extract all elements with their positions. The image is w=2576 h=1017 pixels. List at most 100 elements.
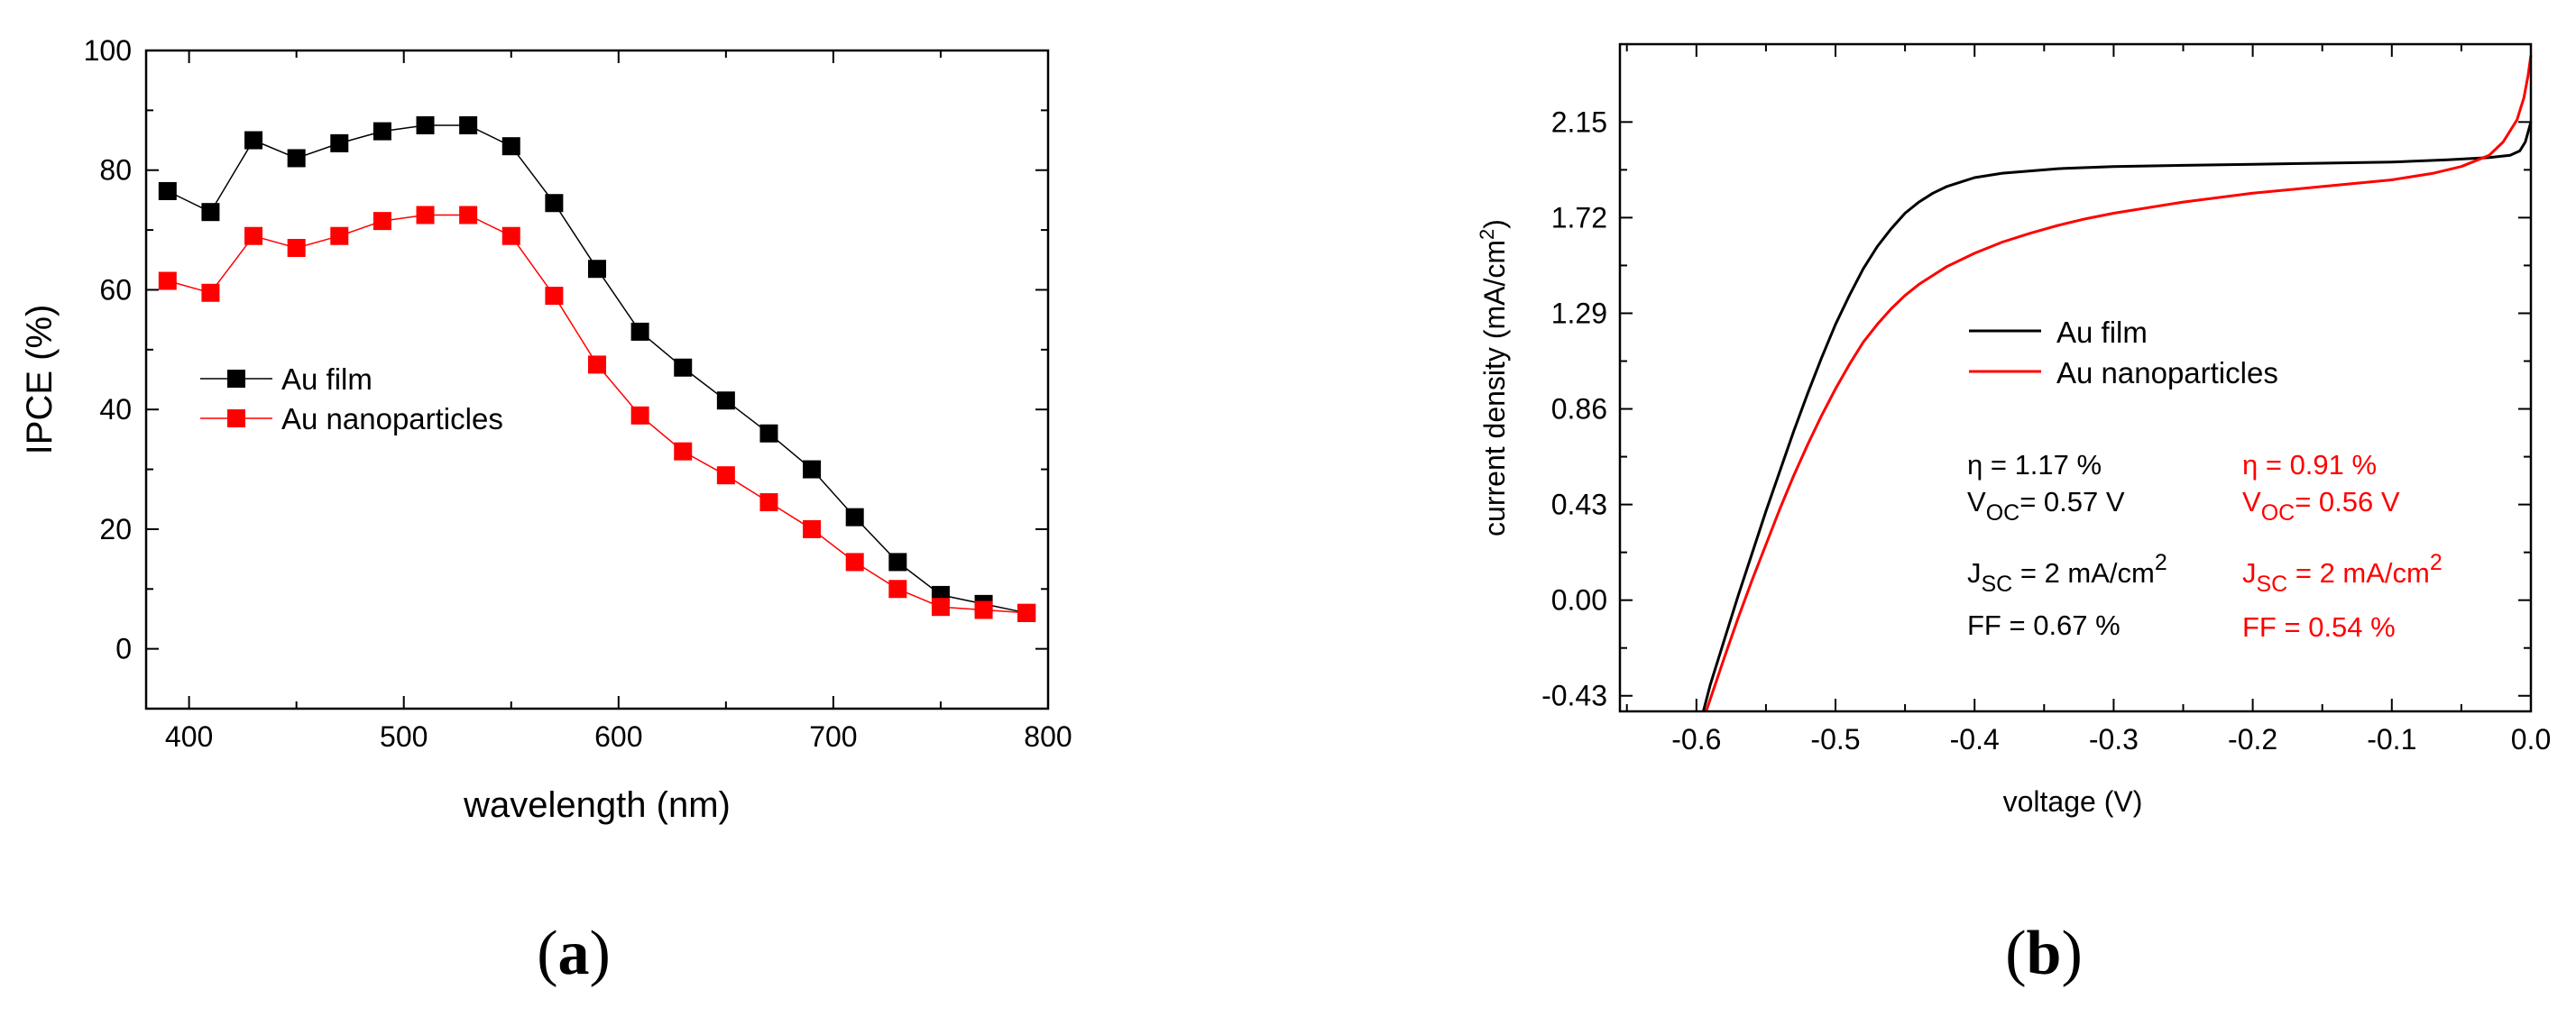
a-data-point-1	[373, 212, 391, 231]
panel-a: 400 500 600 700 800 0 20 40 60 80 100 wavelength (…	[20, 34, 1072, 988]
b-y-tick-label: 0.86	[1551, 393, 1607, 426]
b-y-tick-label: 1.72	[1551, 201, 1607, 234]
a-y-tick-label: 40	[99, 393, 132, 426]
a-data-point-0	[588, 260, 606, 279]
a-legend-marker-film	[227, 370, 245, 388]
a-data-point-0	[501, 137, 520, 156]
a-x-tick-label: 400	[165, 720, 213, 753]
b-panel-label-open: (	[2005, 919, 2026, 988]
a-data-point-1	[459, 206, 478, 224]
a-data-point-1	[931, 598, 950, 617]
a-legend-label-nano: Au nanoparticles	[281, 402, 503, 435]
panel-b: -0.6 -0.5 -0.4 -0.3 -0.2 -0.1 0.0 -0.43 0.00 0.43…	[1476, 42, 2551, 988]
a-y-tick-label: 80	[99, 154, 132, 187]
b-y-tick-label: 1.29	[1551, 297, 1607, 329]
a-data-point-1	[845, 553, 864, 572]
a-data-point-0	[459, 115, 478, 134]
nano-voc-main: V	[2242, 486, 2261, 518]
b-x-tick-label: -0.2	[2228, 723, 2277, 756]
a-data-point-1	[674, 442, 693, 461]
b-y-axis-label-sup: 2	[1476, 229, 1498, 240]
film-voc: VOC= 0.57 V	[1967, 486, 2125, 526]
nano-ff: FF = 0.54 %	[2242, 611, 2396, 643]
b-x-tick-label: -0.3	[2089, 723, 2139, 756]
b-panel-label-close: )	[2061, 919, 2082, 988]
a-data-point-1	[974, 600, 993, 619]
nano-jsc-value: = 2 mA/cm	[2287, 557, 2430, 589]
film-jsc-value: = 2 mA/cm	[2012, 557, 2155, 589]
a-x-tick-label: 800	[1024, 720, 1072, 753]
film-jsc: JSC = 2 mA/cm2	[1967, 550, 2167, 597]
a-data-point-0	[674, 358, 693, 377]
a-data-point-0	[416, 115, 435, 134]
a-data-point-0	[845, 508, 864, 527]
a-data-markers	[158, 115, 1036, 622]
film-jsc-sub: SC	[1982, 572, 2013, 597]
film-voc-value: = 0.57 V	[2019, 486, 2125, 518]
a-y-tick-label: 60	[99, 273, 132, 306]
a-panel-label-open: (	[537, 919, 557, 988]
b-legend: Au film Au nanoparticles	[1969, 316, 2278, 389]
a-x-tick-label: 700	[809, 720, 857, 753]
a-data-point-1	[759, 493, 778, 512]
a-data-point-1	[501, 226, 520, 245]
a-data-point-0	[373, 122, 391, 141]
a-y-axis-label: IPCE (%)	[20, 305, 60, 455]
b-series-curve-0	[1702, 121, 2533, 712]
b-x-tick-label: -0.5	[1810, 723, 1860, 756]
b-y-tick-label: 0.00	[1551, 584, 1607, 617]
a-data-point-0	[287, 149, 306, 168]
nano-jsc: JSC = 2 mA/cm2	[2242, 550, 2443, 597]
a-data-point-1	[588, 355, 606, 374]
b-panel-label-letter: b	[2027, 919, 2062, 988]
nano-eta: η = 0.91 %	[2242, 449, 2377, 481]
nano-voc: VOC= 0.56 V	[2242, 486, 2400, 526]
a-data-point-0	[244, 131, 263, 150]
b-y-tick-label: 0.43	[1551, 489, 1607, 521]
a-data-point-0	[330, 133, 349, 152]
a-data-point-1	[716, 466, 735, 485]
film-voc-sub: OC	[1986, 500, 2020, 526]
film-jsc-main: J	[1967, 557, 1982, 589]
nano-jsc-sub: SC	[2257, 572, 2288, 597]
a-y-tick-label: 0	[115, 633, 132, 665]
b-legend-label-film: Au film	[2056, 316, 2148, 349]
b-y-axis-label: current density (mA/cm2)	[1476, 219, 1511, 536]
b-annotation-film: η = 1.17 % VOC= 0.57 V JSC = 2 mA/cm2 FF…	[1967, 449, 2167, 641]
a-data-point-0	[201, 203, 220, 222]
a-data-point-1	[330, 226, 349, 245]
b-x-axis-label: voltage (V)	[2003, 785, 2143, 818]
a-data-point-1	[244, 226, 263, 245]
a-data-point-1	[287, 239, 306, 257]
b-x-tick-label: -0.6	[1671, 723, 1721, 756]
a-panel-label-close: )	[590, 919, 611, 988]
a-data-point-0	[158, 181, 177, 200]
nano-jsc-main: J	[2242, 557, 2257, 589]
nano-jsc-sup: 2	[2430, 550, 2443, 575]
a-data-point-0	[759, 424, 778, 443]
film-voc-main: V	[1967, 486, 1986, 518]
nano-voc-sub: OC	[2261, 500, 2295, 526]
b-x-tick-label: 0.0	[2511, 723, 2551, 756]
a-data-point-1	[545, 287, 564, 306]
a-x-tick-label: 500	[380, 720, 428, 753]
a-legend-label-film: Au film	[281, 362, 373, 396]
b-y-tick-label: -0.43	[1541, 680, 1607, 712]
a-data-point-0	[803, 460, 822, 479]
b-x-tick-label: -0.4	[1950, 723, 2000, 756]
a-y-tick-label: 20	[99, 513, 132, 545]
b-series-curves	[1702, 55, 2533, 712]
b-legend-label-nano: Au nanoparticles	[2056, 356, 2278, 389]
a-y-tick-label: 100	[84, 34, 132, 67]
nano-voc-value: = 0.56 V	[2295, 486, 2400, 518]
film-jsc-sup: 2	[2155, 550, 2167, 575]
a-axis-ticks: 400 500 600 700 800 0 20 40 60 80 100	[84, 34, 1072, 753]
b-series-curve-1	[1705, 55, 2533, 712]
a-data-point-0	[888, 553, 907, 572]
b-x-tick-label: -0.1	[2367, 723, 2416, 756]
b-plot-frame	[1618, 42, 2533, 713]
b-y-axis-label-main: current density (mA/cm	[1478, 240, 1511, 536]
a-x-axis-label: wavelength (nm)	[463, 785, 731, 825]
a-data-point-1	[158, 271, 177, 290]
